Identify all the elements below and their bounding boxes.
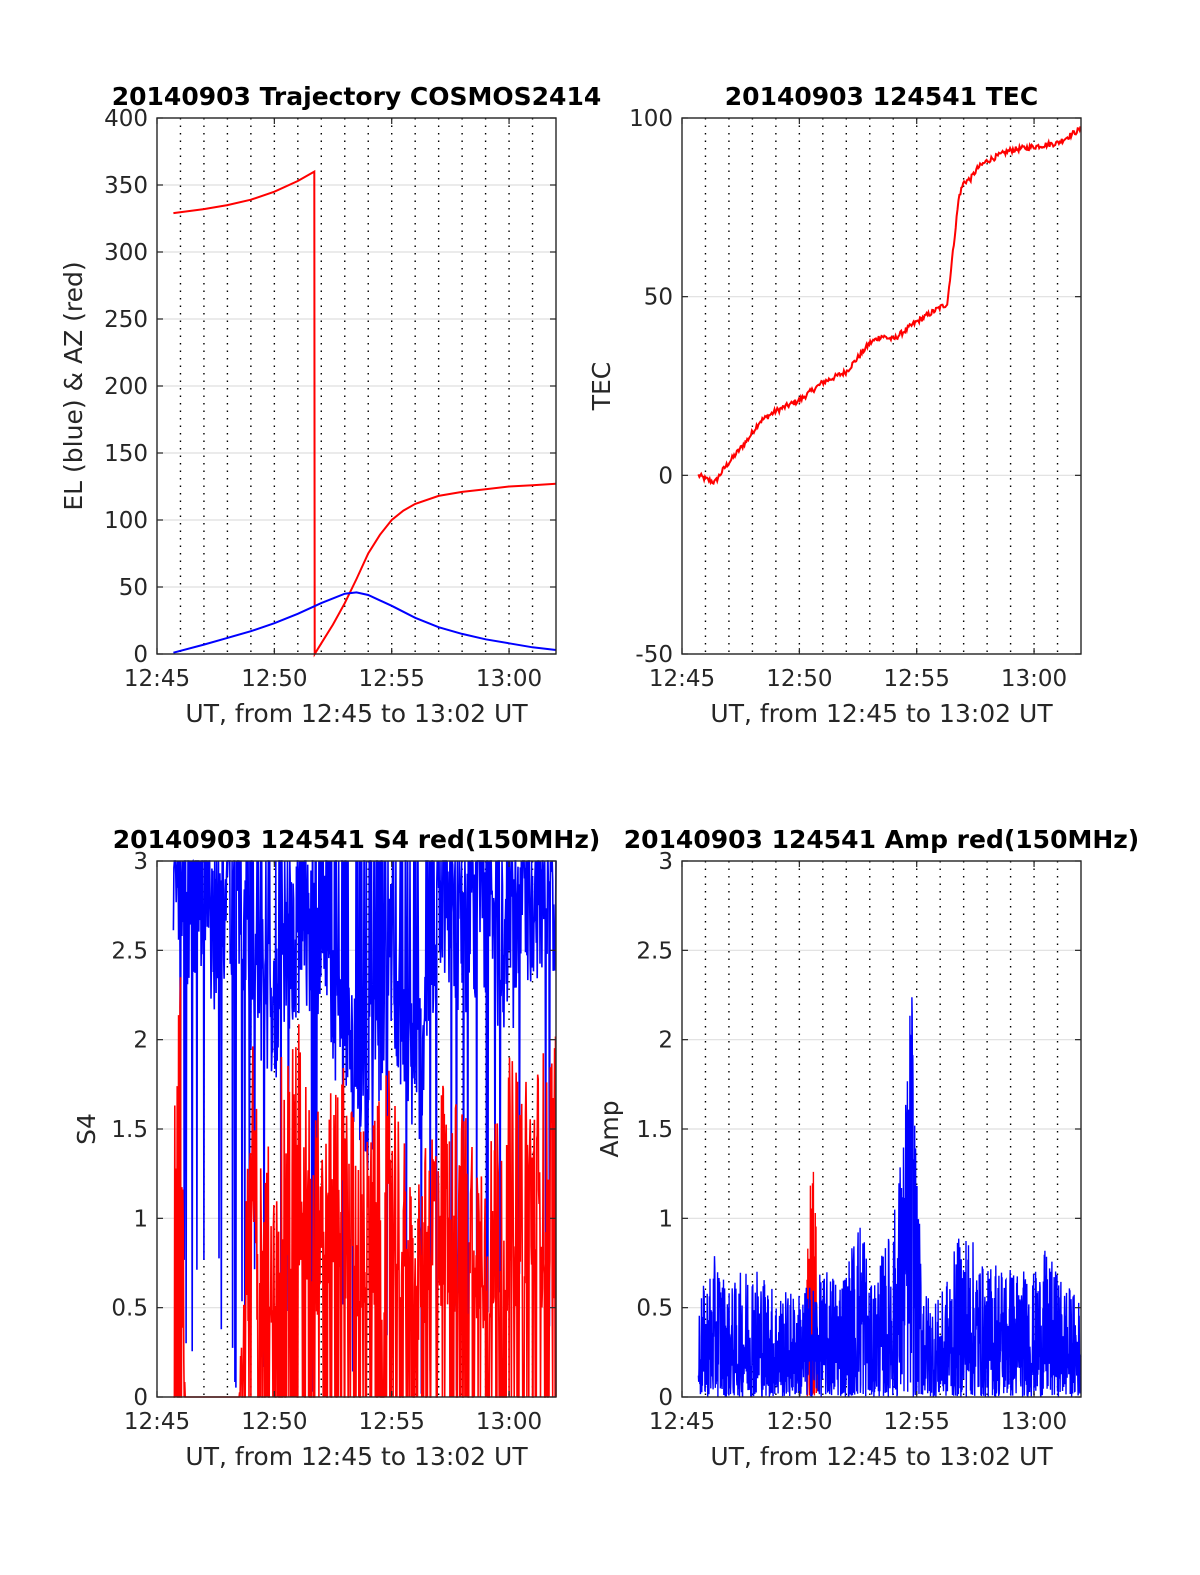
x-tick-label: 12:55	[359, 666, 425, 692]
y-tick-label: -50	[635, 642, 673, 668]
y-tick-label: 0.5	[636, 1296, 673, 1322]
x-tick-label: 12:45	[124, 666, 190, 692]
y-tick-label: 3	[658, 849, 673, 875]
x-tick-label: 13:00	[1001, 1409, 1067, 1435]
chart-4: 12:45 12:50 12:55 13:00 0 0.5 1 1.5 2 2.5 32014090…	[595, 825, 1139, 1471]
y-axis-label: EL (blue) & AZ (red)	[59, 261, 88, 510]
plot-area	[682, 118, 1081, 654]
y-tick-label: 3	[133, 849, 148, 875]
series-line	[172, 858, 557, 1394]
chart-title: 20140903 124541 S4 red(150MHz)	[113, 825, 601, 854]
y-tick-label: 2.5	[636, 938, 673, 964]
y-tick-label: 1.5	[111, 1117, 148, 1143]
series-line	[173, 591, 557, 654]
chart-2: 12:45 12:50 12:55 13:00 -50 0 50 100 20140903 12…	[587, 82, 1082, 728]
x-tick-label: 12:50	[766, 1409, 832, 1435]
x-tick-label: 12:55	[359, 1409, 425, 1435]
chart-3: 12:45 12:50 12:55 13:00 0 0.5 1 1.5 2 2.5 32014090…	[72, 825, 600, 1471]
x-tick-label: 12:45	[124, 1409, 190, 1435]
y-tick-label: 250	[104, 307, 148, 333]
series-line	[173, 169, 557, 658]
y-tick-label: 0	[658, 463, 673, 489]
y-tick-label: 0	[658, 1385, 673, 1411]
y-axis-label: TEC	[587, 362, 616, 412]
x-axis-label: UT, from 12:45 to 13:02 UT	[710, 699, 1053, 728]
y-tick-label: 2	[658, 1028, 673, 1054]
chart-title: 20140903 124541 Amp red(150MHz)	[624, 825, 1140, 854]
y-tick-label: 50	[119, 575, 148, 601]
x-tick-label: 12:55	[884, 1409, 950, 1435]
series-line	[697, 126, 1082, 486]
chart-title: 20140903 124541 TEC	[725, 82, 1038, 111]
chart-title: 20140903 Trajectory COSMOS2414	[112, 82, 602, 111]
x-tick-label: 13:00	[476, 666, 542, 692]
x-tick-label: 12:50	[241, 666, 307, 692]
y-tick-label: 350	[104, 173, 148, 199]
y-tick-label: 2.5	[111, 938, 148, 964]
y-tick-label: 50	[644, 285, 673, 311]
y-tick-label: 0.5	[111, 1296, 148, 1322]
chart-1: 12:45 12:50 12:55 13:00 0 50 100 150 200 250 300 35…	[59, 82, 601, 728]
x-axis-label: UT, from 12:45 to 13:02 UT	[185, 1442, 528, 1471]
y-tick-label: 1	[658, 1206, 673, 1232]
x-tick-label: 13:00	[476, 1409, 542, 1435]
y-tick-label: 100	[104, 508, 148, 534]
x-tick-label: 12:50	[766, 666, 832, 692]
x-axis-label: UT, from 12:45 to 13:02 UT	[185, 699, 528, 728]
x-tick-label: 12:55	[884, 666, 950, 692]
y-tick-label: 0	[133, 1385, 148, 1411]
x-tick-label: 12:45	[649, 666, 715, 692]
x-tick-label: 13:00	[1001, 666, 1067, 692]
x-tick-label: 12:45	[649, 1409, 715, 1435]
y-tick-label: 2	[133, 1028, 148, 1054]
y-tick-label: 400	[104, 106, 148, 132]
y-tick-label: 200	[104, 374, 148, 400]
axes-frame	[681, 117, 1082, 655]
y-axis-label: Amp	[595, 1100, 624, 1157]
series-line	[697, 997, 1082, 1398]
y-tick-label: 100	[629, 106, 673, 132]
y-tick-label: 0	[133, 642, 148, 668]
x-tick-label: 12:50	[241, 1409, 307, 1435]
y-axis-label: S4	[72, 1113, 101, 1145]
y-tick-label: 1	[133, 1206, 148, 1232]
x-axis-label: UT, from 12:45 to 13:02 UT	[710, 1442, 1053, 1471]
y-tick-label: 300	[104, 240, 148, 266]
y-tick-label: 1.5	[636, 1117, 673, 1143]
y-tick-label: 150	[104, 441, 148, 467]
